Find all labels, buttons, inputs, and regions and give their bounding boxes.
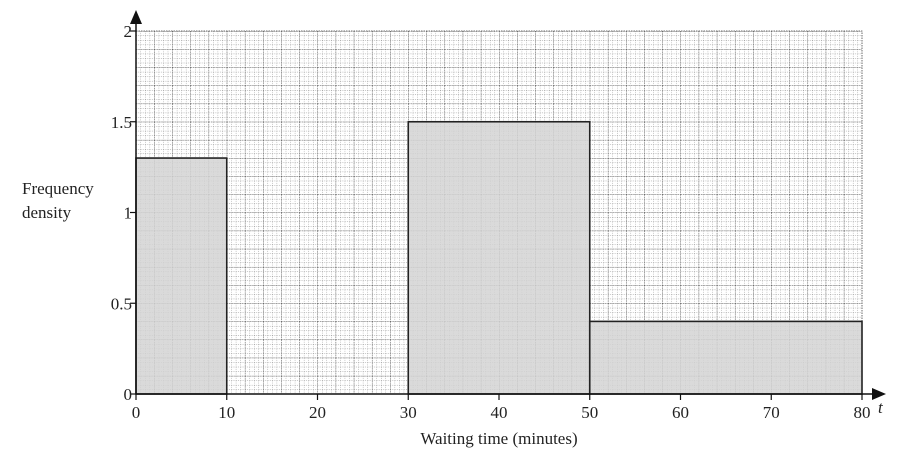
x-tick-label: 0 <box>132 403 141 422</box>
y-tick-label: 0 <box>124 385 133 404</box>
x-tick-label: 60 <box>672 403 689 422</box>
x-tick-label: 50 <box>581 403 598 422</box>
y-tick-label: 2 <box>124 22 133 41</box>
x-axis-arrow <box>872 388 886 400</box>
y-tick-label: 0.5 <box>111 294 132 313</box>
y-axis-label: Frequency density <box>22 179 94 222</box>
x-tick-label: 20 <box>309 403 326 422</box>
axes <box>130 10 886 400</box>
x-tick-label: 30 <box>400 403 417 422</box>
y-axis-arrow <box>130 10 142 24</box>
bars <box>135 120 863 395</box>
x-axis-label: Waiting time (minutes) <box>420 429 577 448</box>
x-tick-label: 80 <box>854 403 871 422</box>
x-variable: t <box>878 398 884 417</box>
bar <box>407 120 591 395</box>
y-tick-label: 1 <box>124 204 133 223</box>
x-tick-label: 40 <box>491 403 508 422</box>
bar <box>588 320 863 395</box>
x-tick-label: 10 <box>218 403 235 422</box>
y-tick-label: 1.5 <box>111 113 132 132</box>
x-tick-label: 70 <box>763 403 780 422</box>
bar <box>135 157 228 395</box>
